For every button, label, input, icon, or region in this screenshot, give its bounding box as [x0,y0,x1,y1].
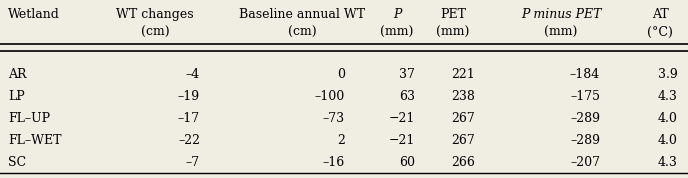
Text: SC: SC [8,156,26,169]
Text: 221: 221 [451,68,475,81]
Text: 267: 267 [451,134,475,147]
Text: 4.3: 4.3 [658,156,678,169]
Text: Wetland: Wetland [8,8,60,21]
Text: –17: –17 [178,112,200,125]
Text: P: P [393,8,401,21]
Text: 2: 2 [337,134,345,147]
Text: –100: –100 [314,90,345,103]
Text: (mm): (mm) [544,26,578,39]
Text: 266: 266 [451,156,475,169]
Text: (mm): (mm) [436,26,470,39]
Text: 238: 238 [451,90,475,103]
Text: 63: 63 [399,90,415,103]
Text: P minus PET: P minus PET [521,8,601,21]
Text: –16: –16 [323,156,345,169]
Text: −21: −21 [389,112,415,125]
Text: –22: –22 [178,134,200,147]
Text: 3.9: 3.9 [658,68,678,81]
Text: 0: 0 [337,68,345,81]
Text: FL–UP: FL–UP [8,112,50,125]
Text: 267: 267 [451,112,475,125]
Text: (mm): (mm) [380,26,413,39]
Text: 37: 37 [399,68,415,81]
Text: (cm): (cm) [140,26,169,39]
Text: (cm): (cm) [288,26,316,39]
Text: −21: −21 [389,134,415,147]
Text: (°C): (°C) [647,26,673,39]
Text: 4.0: 4.0 [658,112,678,125]
Text: FL–WET: FL–WET [8,134,61,147]
Text: –289: –289 [570,134,600,147]
Text: –184: –184 [570,68,600,81]
Text: AR: AR [8,68,27,81]
Text: –19: –19 [178,90,200,103]
Text: LP: LP [8,90,25,103]
Text: –175: –175 [570,90,600,103]
Text: AT: AT [652,8,668,21]
Text: –73: –73 [323,112,345,125]
Text: Baseline annual WT: Baseline annual WT [239,8,365,21]
Text: –207: –207 [570,156,600,169]
Text: 60: 60 [399,156,415,169]
Text: –4: –4 [186,68,200,81]
Text: 4.3: 4.3 [658,90,678,103]
Text: 4.0: 4.0 [658,134,678,147]
Text: WT changes: WT changes [116,8,194,21]
Text: PET: PET [440,8,466,21]
Text: –7: –7 [186,156,200,169]
Text: –289: –289 [570,112,600,125]
